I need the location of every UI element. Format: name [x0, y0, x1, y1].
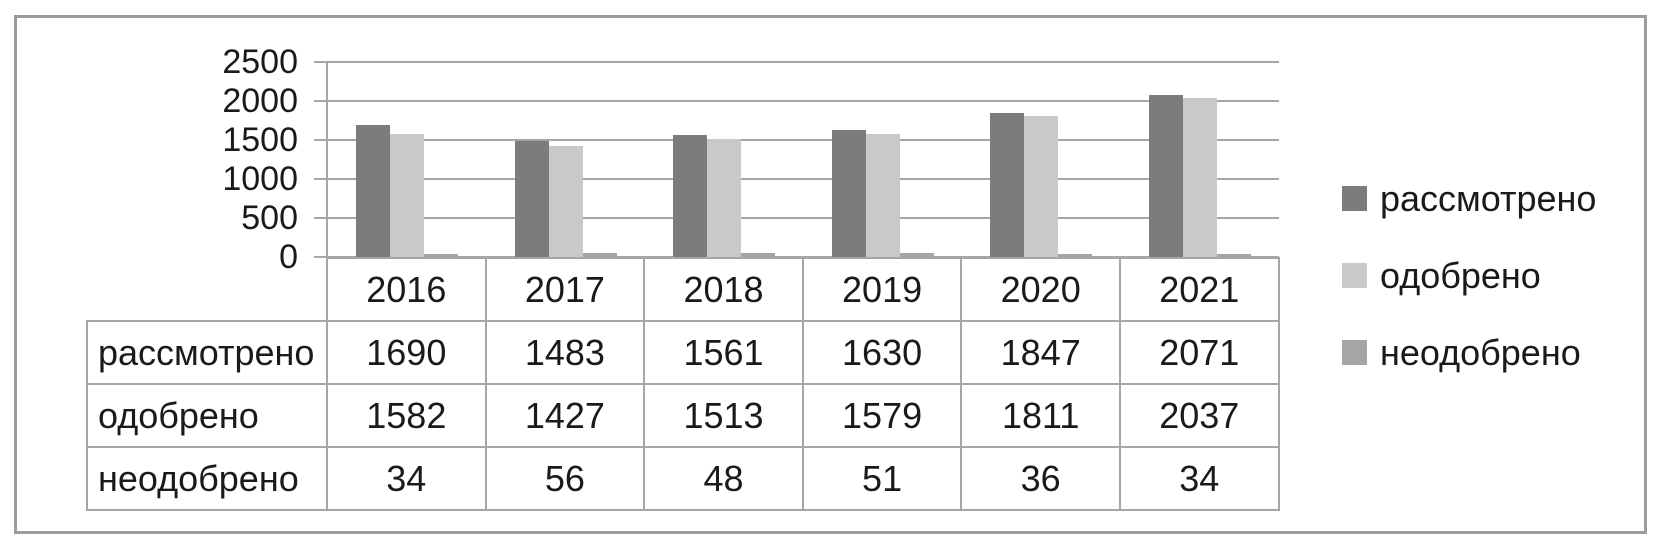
y-tick-label: 1500	[222, 121, 298, 159]
bar-неодобрено	[1216, 254, 1251, 257]
table-row: неодобрено 34 56 48 51 36 34	[86, 446, 1280, 511]
bar-group-2021	[1121, 62, 1280, 257]
y-tick-label: 2000	[222, 82, 298, 120]
bar-рассмотрено	[1148, 95, 1183, 257]
year-header-cell: 2021	[1118, 257, 1280, 322]
value-cell: 56	[484, 446, 646, 511]
value-cell: 36	[960, 446, 1121, 511]
bar-рассмотрено	[990, 113, 1025, 257]
legend-item-рассмотрено: рассмотрено	[1342, 177, 1597, 219]
value-cell: 1630	[801, 320, 963, 385]
bar-group-2019	[804, 62, 963, 257]
legend-item-одобрено: одобрено	[1342, 254, 1596, 296]
value-cell: 1811	[960, 383, 1121, 448]
legend-label: неодобрено	[1380, 331, 1581, 373]
bar-groups	[328, 62, 1279, 257]
y-tick-label: 0	[279, 238, 298, 276]
table-corner-cell	[87, 258, 327, 321]
row-label-cell: рассмотрено	[86, 320, 328, 385]
bar-неодобрено	[899, 253, 934, 257]
bar-неодобрено	[1058, 254, 1093, 257]
value-cell: 1847	[960, 320, 1121, 385]
value-cell: 1513	[643, 383, 804, 448]
bar-group-2017	[487, 62, 646, 257]
bar-неодобрено	[741, 253, 776, 257]
bar-рассмотрено	[356, 125, 391, 257]
legend-item-неодобрено: неодобрено	[1342, 331, 1596, 373]
bar-group-2020	[962, 62, 1121, 257]
gridline	[314, 178, 1279, 180]
gridline	[314, 217, 1279, 219]
gridline	[314, 100, 1279, 102]
legend-swatch-icon	[1342, 186, 1367, 211]
value-cell: 1427	[484, 383, 646, 448]
y-tick-label: 500	[241, 199, 298, 237]
gridline	[314, 61, 1279, 63]
row-label-cell: неодобрено	[86, 446, 328, 511]
value-cell: 51	[801, 446, 963, 511]
year-header-cell: 2019	[801, 257, 963, 322]
table-header-row: 2016 2017 2018 2019 2020 2021	[87, 257, 1280, 322]
legend-label: рассмотрено	[1380, 177, 1597, 219]
bar-одобрено	[548, 146, 583, 257]
table-row: рассмотрено 1690 1483 1561 1630 1847 2071	[86, 320, 1280, 385]
legend: рассмотрено одобрено неодобрено	[1342, 177, 1597, 373]
value-cell: 1483	[484, 320, 646, 385]
year-header-cell: 2018	[643, 257, 804, 322]
data-table-body: 2016 2017 2018 2019 2020 2021 рассмотрено 1690 1…	[86, 257, 1280, 511]
bar-group-2018	[645, 62, 804, 257]
value-cell: 48	[643, 446, 804, 511]
bar-chart-plot	[314, 61, 1279, 258]
bar-одобрено	[865, 134, 900, 257]
gridline	[314, 139, 1279, 141]
year-header-cell: 2020	[960, 257, 1121, 322]
bar-рассмотрено	[673, 135, 708, 257]
bar-рассмотрено	[831, 130, 866, 257]
row-label-cell: одобрено	[86, 383, 328, 448]
bar-неодобрено	[424, 254, 459, 257]
y-tick-label: 2500	[222, 43, 298, 81]
bar-неодобрено	[582, 253, 617, 257]
bar-group-2016	[328, 62, 487, 257]
value-cell: 34	[326, 446, 487, 511]
bar-одобрено	[1024, 116, 1059, 257]
value-cell: 1579	[801, 383, 963, 448]
value-cell: 1582	[326, 383, 487, 448]
table-row: одобрено 1582 1427 1513 1579 1811 2037	[86, 383, 1280, 448]
value-cell: 1561	[643, 320, 804, 385]
legend-swatch-icon	[1342, 340, 1367, 365]
bar-одобрено	[707, 139, 742, 257]
legend-swatch-icon	[1342, 263, 1367, 288]
y-axis: 0 500 1000 1500 2000 2500	[0, 43, 298, 276]
value-cell: 2071	[1118, 320, 1280, 385]
year-header-cell: 2016	[326, 257, 487, 322]
bar-одобрено	[1182, 98, 1217, 257]
value-cell: 34	[1118, 446, 1280, 511]
data-table: 2016 2017 2018 2019 2020 2021 рассмотрено 1690 1…	[86, 257, 1280, 511]
bar-рассмотрено	[514, 141, 549, 257]
value-cell: 2037	[1118, 383, 1280, 448]
year-header-cell: 2017	[484, 257, 646, 322]
y-tick-label: 1000	[222, 160, 298, 198]
value-cell: 1690	[326, 320, 487, 385]
bar-одобрено	[390, 134, 425, 257]
gridline	[314, 256, 1279, 258]
legend-label: одобрено	[1380, 254, 1541, 296]
